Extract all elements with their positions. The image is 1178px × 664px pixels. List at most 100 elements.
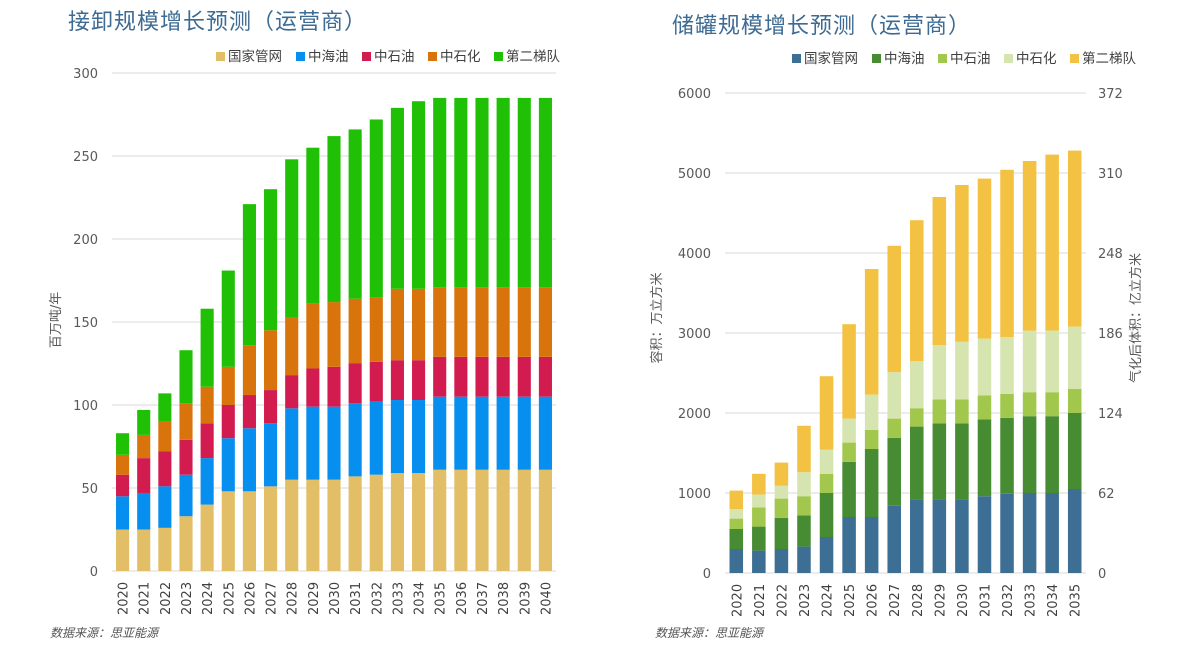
bar-segment-2034-国家管网 (412, 473, 426, 571)
bar-segment-2027-中石油 (264, 390, 278, 424)
bar-segment-2027-国家管网 (264, 486, 278, 571)
bar-segment-2030-国家管网 (955, 499, 969, 573)
legend-swatch (1070, 54, 1079, 63)
bar-segment-2033-国家管网 (1022, 493, 1037, 573)
y2-tick-label: 62 (1098, 487, 1115, 502)
bar-segment-2022-第二梯队 (158, 393, 172, 422)
bar-segment-2020-第二梯队 (116, 433, 130, 455)
bar-segment-2035-中石化 (433, 287, 447, 357)
bar-segment-2027-中石化 (887, 372, 901, 419)
y2-tick-label: 0 (1098, 567, 1106, 582)
bar-segment-2026-中海油 (864, 449, 879, 517)
x-tick-label: 2027 (888, 584, 903, 617)
x-tick-label: 2038 (497, 582, 512, 615)
x-tick-label: 2028 (911, 584, 926, 617)
y-axis-label: 容积：万立方米 (649, 272, 665, 363)
bar-segment-2032-中石化 (369, 297, 383, 362)
bar-segment-2027-第二梯队 (887, 245, 901, 373)
y-tick-label: 6000 (678, 87, 711, 102)
bar-segment-2028-国家管网 (285, 479, 299, 571)
bar-segment-2026-第二梯队 (242, 204, 256, 346)
y2-tick-label: 124 (1098, 407, 1123, 422)
bar-segment-2028-国家管网 (910, 499, 924, 573)
bar-segment-2034-中石油 (1045, 392, 1059, 417)
bar-segment-2023-国家管网 (797, 546, 811, 573)
bar-segment-2021-第二梯队 (752, 473, 766, 495)
bar-segment-2021-中海油 (752, 526, 766, 551)
bar-segment-2031-第二梯队 (977, 178, 992, 339)
bar-segment-2022-国家管网 (158, 527, 172, 571)
bar-segment-2030-中石油 (327, 366, 341, 407)
bar-segment-2020-中石化 (729, 509, 744, 519)
legend-label: 中石化 (440, 49, 481, 65)
bar-segment-2039-中石油 (517, 356, 531, 397)
bar-segment-2026-国家管网 (242, 491, 256, 571)
x-tick-label: 2027 (265, 582, 280, 615)
bar-segment-2021-中石化 (137, 434, 151, 459)
chart-0: 0 50 100 150 200 250 300 2020 2021 2022 2023 2024 20… (49, 48, 560, 615)
bar-segment-2038-国家管网 (496, 469, 510, 571)
bar-segment-2023-第二梯队 (797, 425, 811, 473)
bar-segment-2039-第二梯队 (517, 97, 531, 288)
bar-segment-2021-国家管网 (137, 529, 151, 571)
bar-segment-2024-国家管网 (200, 504, 214, 571)
bar-segment-2022-国家管网 (774, 549, 789, 573)
legend-swatch (938, 54, 947, 63)
x-tick-label: 2035 (434, 582, 449, 615)
y-tick-label: 100 (73, 399, 98, 414)
bar-segment-2032-中海油 (1000, 417, 1014, 494)
bar-segment-2023-中海油 (179, 474, 193, 517)
x-tick-label: 2021 (138, 582, 153, 615)
bar-segment-2029-第二梯队 (932, 197, 947, 345)
bar-segment-2027-中石油 (887, 418, 901, 438)
bar-segment-2037-中海油 (475, 396, 489, 470)
bar-segment-2033-中石化 (390, 288, 404, 361)
bar-segment-2020-第二梯队 (729, 490, 744, 509)
bar-segment-2034-中海油 (412, 400, 426, 474)
bar-segment-2037-中石化 (475, 287, 489, 357)
bar-segment-2024-第二梯队 (819, 376, 834, 450)
x-tick-label: 2025 (843, 584, 858, 617)
bar-segment-2022-中石油 (158, 451, 172, 487)
right-chart-source: 数据来源：思亚能源 (655, 626, 764, 640)
bar-segment-2020-中海油 (116, 496, 130, 530)
bar-segment-2020-国家管网 (116, 529, 130, 571)
bar-segment-2022-中海油 (158, 486, 172, 528)
x-tick-label: 2021 (753, 584, 768, 617)
x-tick-label: 2034 (1046, 584, 1061, 617)
y2-tick-label: 186 (1098, 327, 1123, 342)
bar-segment-2035-第二梯队 (1067, 150, 1082, 327)
bar-segment-2033-第二梯队 (1022, 161, 1037, 331)
bar-segment-2029-中石油 (306, 368, 320, 407)
left-chart-source: 数据来源：思亚能源 (50, 626, 159, 640)
bar-segment-2032-国家管网 (369, 474, 383, 571)
bar-segment-2030-第二梯队 (955, 185, 969, 342)
legend-label: 中石油 (950, 51, 991, 67)
bar-segment-2040-国家管网 (538, 469, 552, 571)
bar-segment-2037-第二梯队 (475, 97, 489, 288)
x-tick-label: 2036 (455, 582, 470, 615)
legend-swatch (296, 52, 305, 61)
bar-segment-2036-国家管网 (454, 469, 468, 571)
legend-label: 中海油 (308, 49, 349, 65)
bar-segment-2020-中石油 (729, 518, 744, 529)
bar-segment-2026-中石油 (242, 395, 256, 429)
bar-segment-2035-中石化 (1067, 326, 1082, 389)
bar-segment-2025-中海油 (221, 438, 235, 492)
bar-segment-2026-中海油 (242, 428, 256, 492)
bar-segment-2030-国家管网 (327, 479, 341, 571)
x-tick-label: 2029 (307, 582, 322, 615)
bar-segment-2032-中石油 (369, 361, 383, 402)
x-tick-label: 2040 (539, 582, 554, 615)
bar-segment-2024-第二梯队 (200, 308, 214, 387)
bar-segment-2038-中石油 (496, 356, 510, 397)
bar-segment-2027-第二梯队 (264, 189, 278, 331)
bar-segment-2039-中海油 (517, 396, 531, 470)
bar-segment-2028-中石化 (910, 361, 924, 409)
bar-segment-2031-中海油 (977, 419, 992, 497)
bar-segment-2029-国家管网 (306, 479, 320, 571)
bar-segment-2022-中海油 (774, 517, 789, 549)
y-axis-label: 百万吨/年 (49, 292, 64, 348)
bar-segment-2030-中石化 (327, 302, 341, 367)
